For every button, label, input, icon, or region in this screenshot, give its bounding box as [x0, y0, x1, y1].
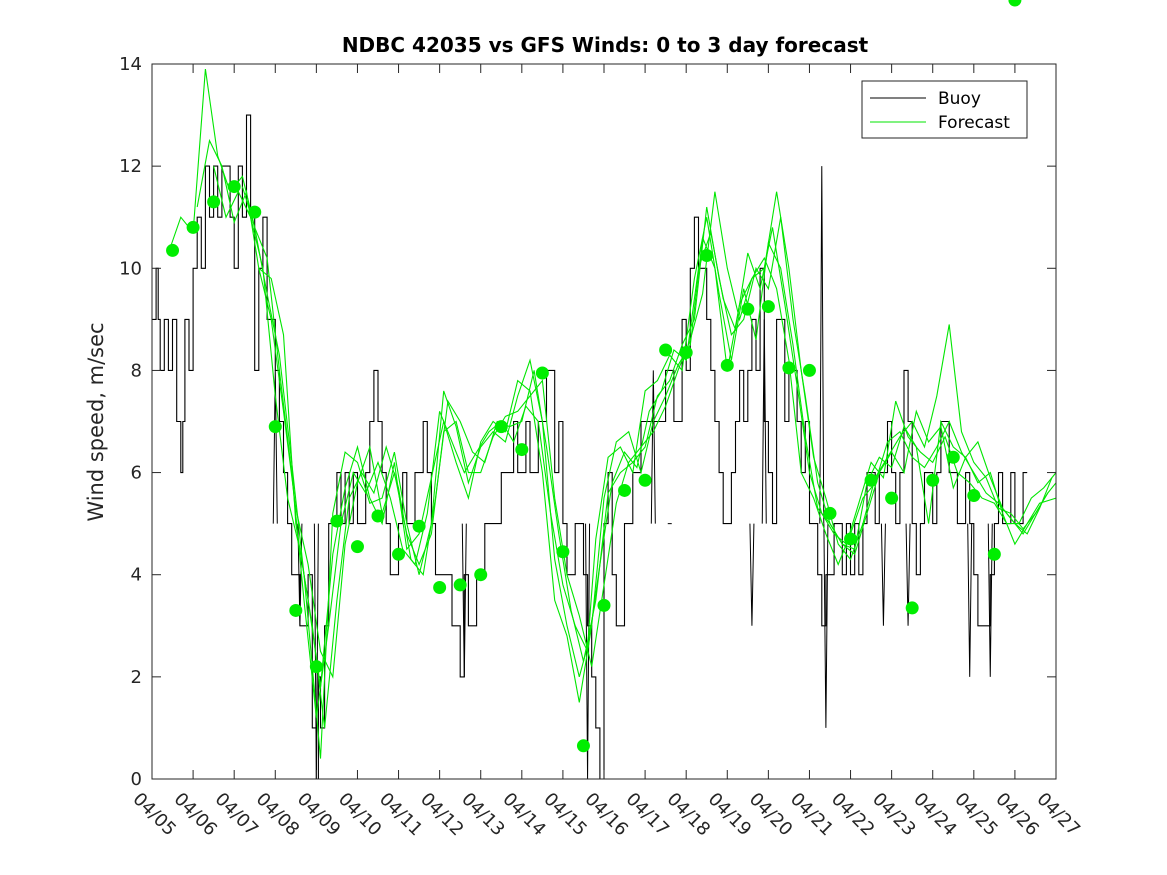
analysis-point	[515, 443, 529, 457]
analysis-point	[166, 243, 180, 257]
legend-box	[861, 80, 1028, 139]
y-tick-label: 14	[119, 54, 142, 75]
x-tick-label: 04/16	[580, 789, 632, 841]
y-tick-label: 2	[131, 667, 142, 688]
chart-title: NDBC 42035 vs GFS Winds: 0 to 3 day fore…	[342, 33, 869, 57]
analysis-point	[494, 420, 508, 434]
x-tick-label: 04/25	[950, 789, 1002, 841]
x-tick-label: 04/06	[170, 789, 222, 841]
analysis-point	[597, 598, 611, 612]
analysis-point	[905, 601, 919, 615]
analysis-point	[885, 491, 899, 505]
analysis-point	[392, 547, 406, 561]
analysis-point	[720, 358, 734, 372]
analysis-point	[556, 545, 570, 559]
x-tick-label: 04/17	[622, 789, 674, 841]
analysis-point	[576, 739, 590, 753]
y-tick-label: 4	[131, 565, 142, 586]
forecast-series-line-1	[196, 138, 1057, 703]
x-tick-label: 04/11	[375, 789, 427, 841]
analysis-point	[946, 450, 960, 464]
analysis-point	[330, 514, 344, 528]
analysis-point	[371, 509, 385, 523]
analysis-point	[289, 603, 303, 617]
analysis-point	[926, 473, 940, 487]
analysis-point	[412, 519, 426, 533]
x-tick-label: 04/27	[1032, 789, 1084, 841]
forecast-series-line-3	[241, 186, 1057, 718]
x-tick-label: 04/18	[663, 789, 715, 841]
legend-buoy-label: Buoy	[938, 89, 981, 109]
buoy-spike-13	[967, 523, 973, 677]
analysis-point	[453, 578, 467, 592]
analysis-point	[186, 220, 200, 234]
x-tick-label: 04/08	[252, 789, 304, 841]
x-tick-label: 04/23	[868, 789, 920, 841]
y-tick-label: 8	[131, 360, 142, 381]
buoy-spike-12	[905, 523, 911, 626]
y-tick-label: 12	[119, 156, 142, 177]
x-tick-label: 04/15	[539, 789, 591, 841]
x-tick-label: 04/09	[293, 789, 345, 841]
buoy-spike-14	[987, 523, 993, 677]
buoy-spike-8	[761, 319, 767, 524]
x-tick-label: 04/07	[211, 789, 263, 841]
x-tick-label: 04/19	[704, 789, 756, 841]
legend-forecast-label: Forecast	[938, 113, 1010, 133]
analysis-point	[987, 547, 1001, 561]
analysis-point	[679, 346, 693, 360]
y-tick-label: 0	[131, 769, 142, 790]
forecast-series-line-4	[258, 191, 1049, 679]
legend: Buoy Forecast	[861, 80, 1028, 139]
x-tick-label: 04/24	[909, 789, 961, 841]
y-axis-label: Wind speed, m/sec	[84, 322, 108, 521]
series-layer	[152, 0, 1057, 780]
analysis-point	[802, 363, 816, 377]
analysis-point	[638, 473, 652, 487]
analysis-point	[844, 532, 858, 546]
analysis-point	[659, 343, 673, 357]
analysis-point	[782, 361, 796, 375]
analysis-point	[741, 302, 755, 316]
buoy-spike-3	[461, 523, 467, 677]
analysis-point	[227, 180, 241, 194]
analysis-point	[823, 506, 837, 520]
analysis-point	[535, 366, 549, 380]
x-tick-label: 04/12	[416, 789, 468, 841]
analysis-point	[350, 540, 364, 554]
x-tick-label: 04/14	[498, 789, 550, 841]
analysis-point	[248, 205, 262, 219]
analysis-point	[761, 300, 775, 314]
x-tick-label: 04/13	[457, 789, 509, 841]
buoy-spike-0	[272, 370, 278, 524]
x-tick-label: 04/05	[128, 789, 180, 841]
buoy-spike-7	[749, 523, 755, 626]
analysis-point	[309, 660, 323, 674]
x-tick-label: 04/10	[334, 789, 386, 841]
x-tick-label: 04/21	[786, 789, 838, 841]
analysis-point	[268, 420, 282, 434]
analysis-point	[967, 489, 981, 503]
x-tick-label: 04/22	[827, 789, 879, 841]
analysis-point	[474, 568, 488, 582]
x-tick-label: 04/26	[991, 789, 1043, 841]
buoy-spike-11	[880, 523, 886, 626]
analysis-point	[207, 195, 221, 209]
analysis-point	[618, 483, 632, 497]
analysis-point	[1008, 0, 1022, 7]
y-tick-label: 10	[119, 258, 142, 279]
x-tick-label: 04/20	[745, 789, 797, 841]
analysis-point	[700, 249, 714, 263]
buoy-spike-5	[650, 370, 656, 524]
y-tick-label: 6	[131, 463, 142, 484]
analysis-point	[433, 580, 447, 594]
analysis-point	[864, 473, 878, 487]
buoy-spike-9	[819, 166, 825, 524]
